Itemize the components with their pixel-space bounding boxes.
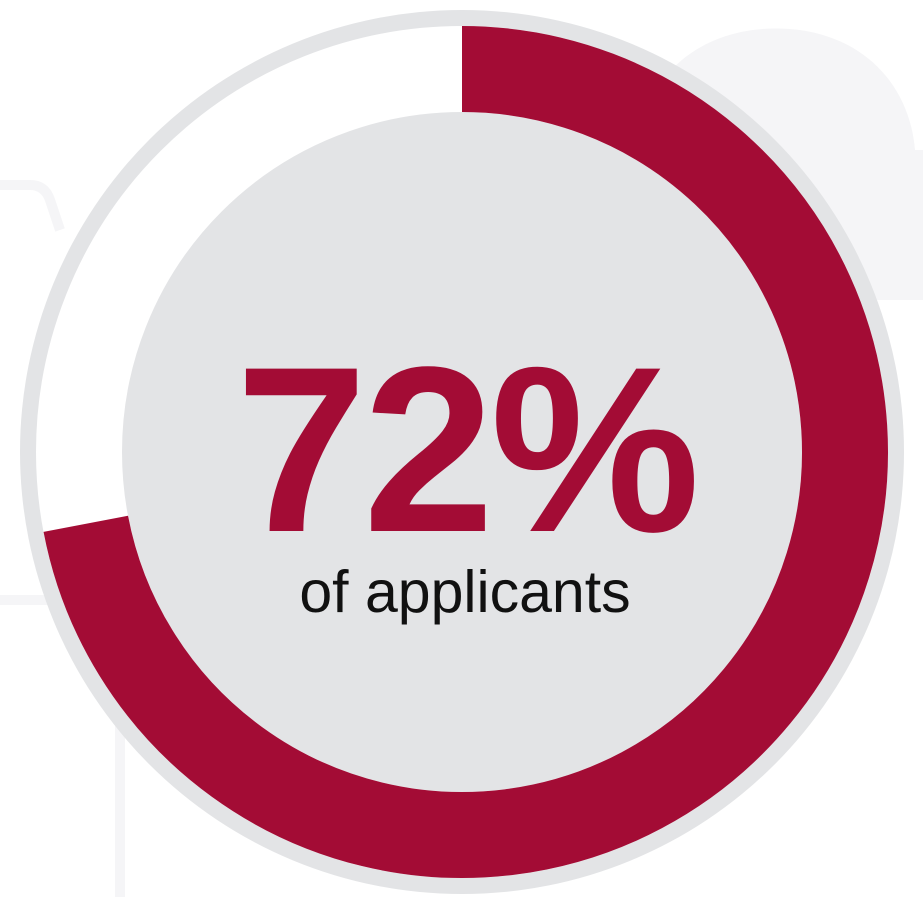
inner-disc — [128, 118, 796, 786]
progress-arc — [43, 26, 888, 878]
